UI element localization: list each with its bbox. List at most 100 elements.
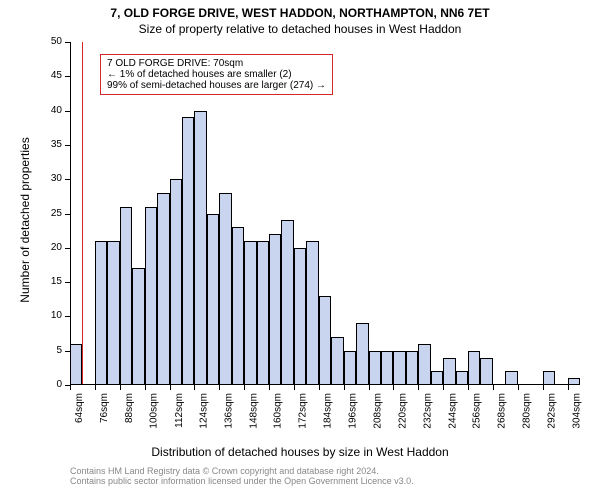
x-tick-label: 100sqm	[149, 393, 160, 429]
bar	[505, 371, 517, 385]
bar	[306, 241, 318, 385]
bar	[480, 358, 492, 385]
x-axis-label: Distribution of detached houses by size …	[0, 445, 600, 459]
x-tick-label: 112sqm	[174, 393, 185, 428]
bar	[70, 344, 82, 385]
chart-container: 7, OLD FORGE DRIVE, WEST HADDON, NORTHAM…	[0, 0, 600, 500]
bar	[381, 351, 393, 385]
x-tick	[418, 385, 419, 390]
y-tick	[65, 111, 70, 112]
bar	[132, 268, 144, 385]
bar	[319, 296, 331, 385]
x-tick-label: 292sqm	[547, 393, 558, 429]
callout-line2: ← 1% of detached houses are smaller (2)	[107, 69, 326, 80]
x-tick	[344, 385, 345, 390]
x-tick	[95, 385, 96, 390]
x-tick	[294, 385, 295, 390]
x-tick-label: 280sqm	[522, 393, 533, 429]
marker-line	[82, 42, 84, 385]
x-tick	[170, 385, 171, 390]
bar	[393, 351, 405, 385]
bar	[257, 241, 269, 385]
callout-box: 7 OLD FORGE DRIVE: 70sqm ← 1% of detache…	[100, 54, 333, 95]
x-tick-label: 64sqm	[74, 393, 85, 423]
bar	[344, 351, 356, 385]
chart-title-line2: Size of property relative to detached ho…	[0, 22, 600, 36]
bar	[120, 207, 132, 385]
x-tick-label: 220sqm	[397, 393, 408, 429]
x-tick-label: 76sqm	[99, 393, 110, 423]
bar	[182, 117, 194, 385]
y-tick-label: 30	[38, 173, 62, 184]
bar	[294, 248, 306, 385]
attribution-line2: Contains public sector information licen…	[70, 476, 414, 486]
bar	[269, 234, 281, 385]
x-tick	[518, 385, 519, 390]
bar	[406, 351, 418, 385]
bar	[331, 337, 343, 385]
callout-line3: 99% of semi-detached houses are larger (…	[107, 80, 326, 91]
y-tick-label: 0	[38, 379, 62, 390]
bar	[369, 351, 381, 385]
x-tick-label: 184sqm	[323, 393, 334, 429]
x-tick-label: 124sqm	[198, 393, 209, 429]
x-tick	[70, 385, 71, 390]
bar	[219, 193, 231, 385]
callout-line1: 7 OLD FORGE DRIVE: 70sqm	[107, 58, 326, 69]
y-tick-label: 45	[38, 70, 62, 81]
attribution-line1: Contains HM Land Registry data © Crown c…	[70, 466, 414, 476]
y-tick	[65, 179, 70, 180]
x-tick	[393, 385, 394, 390]
bar	[418, 344, 430, 385]
x-tick-label: 304sqm	[572, 393, 583, 429]
x-tick	[219, 385, 220, 390]
y-axis-label: Number of detached properties	[18, 70, 32, 370]
x-tick	[568, 385, 569, 390]
x-tick	[319, 385, 320, 390]
chart-title-line1: 7, OLD FORGE DRIVE, WEST HADDON, NORTHAM…	[0, 6, 600, 20]
x-tick-label: 208sqm	[373, 393, 384, 429]
x-tick-label: 232sqm	[422, 393, 433, 429]
bar	[157, 193, 169, 385]
y-tick	[65, 214, 70, 215]
x-tick	[468, 385, 469, 390]
y-tick-label: 15	[38, 276, 62, 287]
y-tick-label: 40	[38, 105, 62, 116]
y-tick	[65, 76, 70, 77]
y-tick-label: 20	[38, 242, 62, 253]
x-tick-label: 244sqm	[447, 393, 458, 429]
x-tick	[493, 385, 494, 390]
x-tick	[194, 385, 195, 390]
x-tick	[145, 385, 146, 390]
y-axis-line	[70, 42, 71, 385]
x-tick-label: 148sqm	[248, 393, 259, 429]
y-tick-label: 35	[38, 139, 62, 150]
x-tick-label: 160sqm	[273, 393, 284, 429]
bar	[356, 323, 368, 385]
x-tick-label: 256sqm	[472, 393, 483, 429]
x-tick	[543, 385, 544, 390]
bar	[170, 179, 182, 385]
bar	[207, 214, 219, 386]
y-tick	[65, 248, 70, 249]
bar	[431, 371, 443, 385]
x-tick	[120, 385, 121, 390]
y-tick	[65, 42, 70, 43]
bar	[194, 111, 206, 385]
x-tick-label: 136sqm	[223, 393, 234, 429]
x-tick	[443, 385, 444, 390]
bar	[456, 371, 468, 385]
y-tick	[65, 282, 70, 283]
bar	[232, 227, 244, 385]
x-tick-label: 172sqm	[298, 393, 309, 429]
bar	[95, 241, 107, 385]
y-tick-label: 25	[38, 208, 62, 219]
x-tick	[244, 385, 245, 390]
bar	[468, 351, 480, 385]
x-tick	[369, 385, 370, 390]
x-tick-label: 88sqm	[124, 393, 135, 423]
bar	[281, 220, 293, 385]
y-tick-label: 5	[38, 345, 62, 356]
bar	[443, 358, 455, 385]
bar	[145, 207, 157, 385]
